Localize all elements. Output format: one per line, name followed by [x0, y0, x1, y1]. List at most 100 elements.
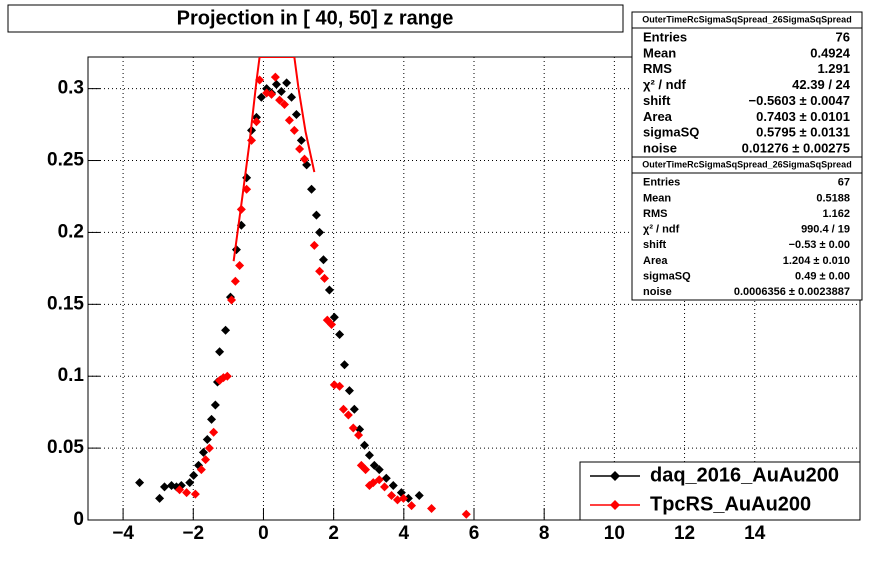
stats-value: 0.5795 ± 0.0131	[756, 125, 850, 140]
stats-value: 0.49 ± 0.00	[795, 270, 850, 282]
data-point	[201, 455, 211, 465]
data-point	[275, 95, 285, 105]
data-point	[388, 480, 398, 490]
data-point	[343, 410, 353, 420]
data-point	[360, 440, 370, 450]
stats-value: 42.39 / 24	[792, 77, 851, 92]
x-tick-label: 12	[674, 523, 695, 544]
stats-label: χ² / ndf	[643, 224, 680, 236]
data-point	[280, 99, 290, 109]
x-tick-label: 2	[328, 523, 339, 544]
data-point	[381, 473, 391, 483]
data-point	[387, 491, 397, 501]
data-point	[344, 386, 354, 396]
data-point	[296, 135, 306, 145]
stats-title: OuterTimeRcSigmaSqSpread_26SigmaSqSpread	[642, 159, 851, 169]
x-tick-label: 6	[469, 523, 480, 544]
data-point	[380, 482, 390, 492]
data-point	[393, 495, 403, 505]
data-point	[354, 430, 364, 440]
stats-value: 0.7403 ± 0.0101	[756, 109, 850, 124]
y-tick-label: 0.25	[47, 150, 84, 171]
legend-marker	[610, 500, 620, 510]
stats-label: Area	[643, 109, 673, 124]
data-point	[403, 493, 413, 503]
stats-label: sigmaSQ	[643, 270, 691, 282]
title-box	[7, 4, 624, 33]
data-point	[324, 285, 334, 295]
data-point	[135, 478, 145, 488]
fit-curve	[232, 57, 316, 262]
data-point	[185, 478, 195, 488]
data-point	[230, 276, 240, 286]
data-point	[427, 503, 437, 513]
data-point	[320, 273, 330, 283]
x-tick-label: 0	[258, 523, 269, 544]
stats-label: χ² / ndf	[643, 77, 687, 92]
data-point	[295, 144, 305, 154]
stats-value: 990.4 / 19	[801, 224, 850, 236]
data-point	[267, 89, 277, 99]
data-point	[270, 72, 280, 82]
data-point	[256, 92, 266, 102]
data-point	[355, 424, 365, 434]
data-point	[271, 79, 281, 89]
data-point	[374, 465, 384, 475]
stats-label: shift	[643, 239, 667, 251]
data-point	[155, 493, 165, 503]
data-point	[235, 260, 245, 270]
data-point	[374, 475, 384, 485]
stats-value: 0.01276 ± 0.00275	[742, 141, 850, 156]
data-point	[364, 450, 374, 460]
data-point	[289, 125, 299, 135]
data-point	[204, 443, 214, 453]
data-point	[196, 465, 206, 475]
stats-label: RMS	[643, 208, 667, 220]
stats-box	[631, 11, 863, 158]
data-point	[276, 87, 286, 97]
chart-title: Projection in [ 40, 50] z range	[177, 7, 454, 29]
stats-value: 0.5188	[816, 192, 850, 204]
data-point	[349, 404, 359, 414]
data-point	[182, 488, 192, 498]
y-tick-label: 0.15	[47, 293, 84, 314]
data-point	[327, 319, 337, 329]
stats-label: shift	[643, 93, 671, 108]
data-point	[300, 154, 310, 164]
data-point	[307, 184, 317, 194]
stats-label: Area	[643, 255, 668, 267]
data-point	[338, 404, 348, 414]
stats-label: Mean	[643, 192, 671, 204]
data-point	[209, 427, 219, 437]
stats-value: 1.291	[817, 61, 850, 76]
data-point	[287, 92, 297, 102]
stats-label: noise	[643, 141, 677, 156]
stats-label: Mean	[643, 45, 676, 60]
data-point	[329, 312, 339, 322]
data-point	[159, 482, 169, 492]
x-tick-label: 10	[604, 523, 625, 544]
stats-value: −0.53 ± 0.00	[789, 239, 850, 251]
data-point	[311, 210, 321, 220]
y-tick-label: 0	[73, 509, 84, 530]
data-point	[210, 400, 220, 410]
data-point	[284, 115, 294, 125]
data-point	[221, 325, 231, 335]
stats-label: Entries	[643, 177, 680, 189]
data-point	[348, 423, 358, 433]
legend-label: TpcRS_AuAu200	[650, 493, 811, 515]
x-tick-label: 4	[399, 523, 410, 544]
data-point	[291, 110, 301, 120]
x-tick-label: 8	[539, 523, 550, 544]
stats-value: 0.0006356 ± 0.0023887	[734, 286, 850, 298]
legend-marker	[610, 471, 620, 481]
y-tick-label: 0.3	[58, 78, 84, 99]
data-point	[461, 509, 471, 519]
stats-title: OuterTimeRcSigmaSqSpread_26SigmaSqSpread	[642, 14, 851, 24]
stats-label: sigmaSQ	[643, 125, 699, 140]
data-point	[227, 295, 237, 305]
x-tick-label: −4	[112, 523, 134, 544]
stats-label: RMS	[643, 61, 672, 76]
data-point	[407, 501, 417, 511]
